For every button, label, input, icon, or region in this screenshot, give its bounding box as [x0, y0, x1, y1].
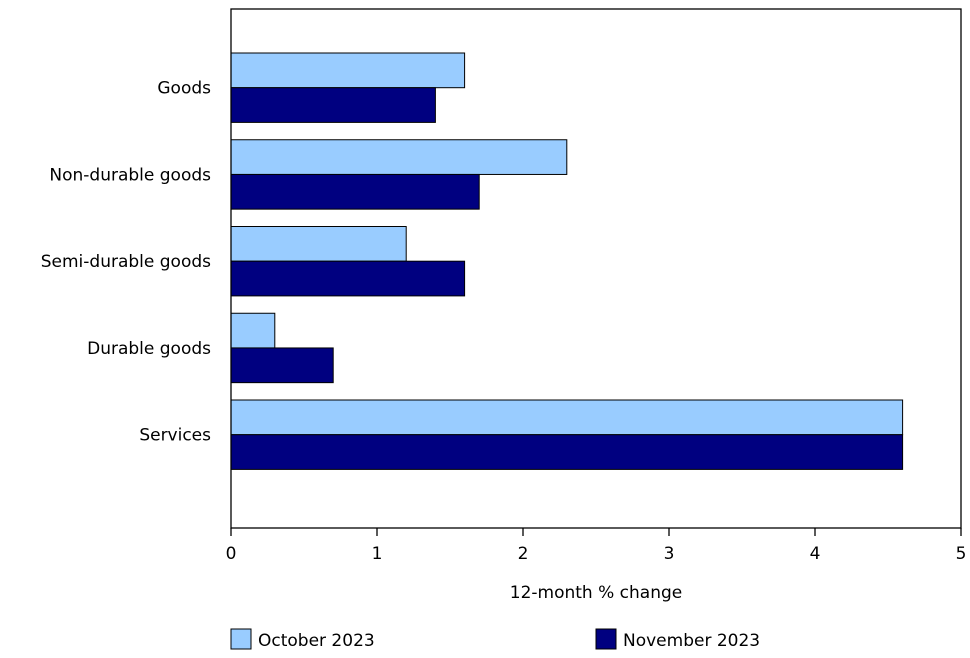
bar-services-october-2023: [230, 399, 904, 436]
x-tick-label-5: 5: [956, 544, 967, 564]
bar-durable-goods-november-2023: [230, 347, 334, 384]
category-label-non-durable-goods: Non-durable goods: [49, 165, 211, 185]
category-label-durable-goods: Durable goods: [87, 339, 211, 359]
category-label-semi-durable-goods: Semi-durable goods: [41, 252, 211, 272]
legend-swatch-november-2023: [595, 628, 617, 650]
bar-durable-goods-october-2023: [230, 312, 276, 349]
x-tick-label-0: 0: [226, 544, 237, 564]
x-tick-label-2: 2: [518, 544, 529, 564]
plot-frame: [230, 8, 962, 529]
x-axis-title: 12-month % change: [510, 583, 682, 603]
bar-goods-november-2023: [230, 87, 436, 123]
legend-swatch-october-2023: [230, 628, 252, 650]
bar-goods-october-2023: [230, 52, 466, 89]
bar-services-november-2023: [230, 434, 904, 470]
bars-layer: [230, 52, 904, 470]
category-labels-layer: Goods Non-durable goods Semi-durable goods…: [41, 79, 211, 446]
x-tick-label-4: 4: [810, 544, 821, 564]
bar-non-durable-goods-october-2023: [230, 139, 568, 175]
x-tick-label-1: 1: [372, 544, 383, 564]
legend: October 2023 November 2023: [230, 628, 760, 651]
legend-label-october-2023: October 2023: [258, 631, 375, 651]
bar-non-durable-goods-november-2023: [230, 173, 480, 210]
category-label-services: Services: [139, 426, 211, 446]
x-tick-label-3: 3: [664, 544, 675, 564]
bar-semi-durable-goods-november-2023: [230, 260, 466, 297]
legend-label-november-2023: November 2023: [623, 631, 760, 651]
category-label-goods: Goods: [157, 79, 211, 99]
x-ticks-layer: 0 1 2 3 4 5: [226, 528, 967, 564]
bar-semi-durable-goods-october-2023: [230, 226, 407, 262]
